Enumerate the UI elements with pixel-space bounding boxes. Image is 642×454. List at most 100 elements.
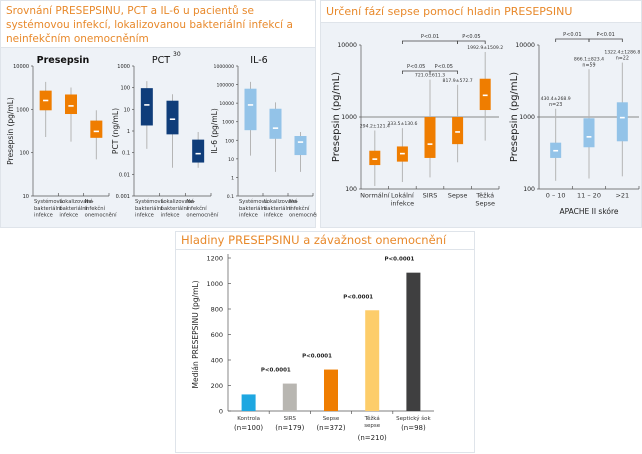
- y-axis-label: IL-6 (pg/mL): [210, 108, 219, 154]
- x-category-label: Lokalizovaná: [59, 198, 93, 205]
- sepsis-phase-panel: Určení fází sepse pomocí hladin PRESEPSI…: [320, 0, 642, 228]
- y-tick-label: 100000: [216, 83, 234, 89]
- box-iqr: [616, 102, 628, 142]
- y-tick-label: 1000000: [214, 64, 235, 70]
- y-axis-label: Presepsin (pg/mL): [331, 72, 342, 162]
- box-iqr: [166, 100, 179, 135]
- x-category-label: bakteriální: [34, 205, 62, 212]
- y-tick-label: 1000: [206, 280, 223, 288]
- y-tick-label: 1000: [117, 64, 130, 70]
- y-tick-label: 200: [211, 382, 223, 390]
- y-tick-label: 100: [523, 186, 535, 193]
- x-category-label: bakteriální: [161, 205, 189, 212]
- x-category-label: Těžká: [475, 192, 494, 200]
- chart-title-presepsin: Presepsin: [37, 55, 90, 66]
- y-tick-label: 10000: [337, 42, 357, 49]
- x-category-label: infekce: [34, 213, 53, 219]
- bar: [324, 369, 338, 411]
- comparison-panel-title: Srovnání PRESEPSINU, PCT a IL-6 u pacien…: [1, 1, 315, 48]
- x-category-label: sepse: [364, 423, 381, 429]
- n-label: (n=100): [234, 424, 263, 432]
- y-tick-label: 0: [219, 408, 223, 416]
- x-category-label: Sepse: [475, 200, 495, 208]
- x-category-label: bakteriální: [239, 205, 267, 212]
- mean-sd-annotation: 333.5±130.6: [387, 121, 417, 127]
- p-value-label: P<0.0001: [343, 294, 373, 300]
- x-category-label: Lokální: [391, 192, 414, 200]
- y-tick-label: 1000: [16, 107, 29, 113]
- significance-bracket: [429, 70, 458, 74]
- severity-bar-chart: 0 200 400 600 800 1000 1200 Kontrola (n=100) P<0.…: [191, 254, 434, 442]
- significance-label: P<0.05: [407, 64, 425, 70]
- x-category-label: infekce: [135, 213, 154, 219]
- x-category-label: Lokalizovaná: [161, 198, 195, 205]
- x-category-label: infekční: [85, 205, 106, 212]
- y-axis-label: Presepsin (pg/mL): [509, 72, 520, 162]
- x-axis-label: APACHE II skóre: [559, 207, 618, 216]
- x-category-label: Systémová: [34, 198, 63, 205]
- x-category-label: Těžká: [364, 415, 380, 422]
- chart-title-pct: PCT: [152, 55, 170, 66]
- box-iqr: [583, 118, 595, 148]
- x-category-label: bakteriální: [264, 205, 292, 212]
- box-iqr: [244, 88, 257, 131]
- box-iqr: [65, 94, 77, 115]
- mean-sd-annotation: 294.2±121.4: [360, 123, 390, 129]
- y-tick-label: 800: [211, 306, 223, 314]
- severity-panel-title: Hladiny PRESEPSINU a závažnost onemocněn…: [176, 232, 474, 250]
- box-iqr: [192, 139, 205, 163]
- x-category-label: Normální: [360, 192, 390, 200]
- box-iqr: [369, 150, 381, 166]
- x-category-label: infekce: [264, 213, 283, 219]
- mean-sd-annotation: 721.0±611.3: [415, 73, 445, 79]
- mean-sd-annotation: 430.4±268.9: [541, 96, 571, 102]
- significance-label: P<0.01: [421, 34, 439, 40]
- mean-sd-annotation: 866.1±823.4: [574, 56, 604, 62]
- x-category-label: bakteriální: [59, 205, 87, 212]
- chart-title-il6: IL-6: [250, 55, 267, 66]
- y-tick-label: 10000: [219, 101, 234, 107]
- comparison-panel: Srovnání PRESEPSINU, PCT a IL-6 u pacien…: [0, 0, 317, 228]
- x-category-label: onemocnění: [85, 212, 117, 219]
- y-tick-label: 100: [345, 186, 357, 193]
- x-category-label: Ne-: [186, 199, 195, 205]
- n-annotation: n=59: [582, 62, 595, 68]
- x-category-label: onemocnění: [289, 212, 317, 219]
- x-category-label: infekce: [161, 213, 180, 219]
- x-category-label: SIRS: [284, 416, 297, 422]
- box-iqr: [424, 117, 436, 158]
- y-tick-label: 400: [211, 357, 223, 365]
- x-category-label: Ne-: [289, 199, 298, 205]
- y-tick-label: 100: [120, 86, 130, 92]
- y-axis-label: Presepsin (pg/mL): [6, 97, 15, 165]
- significance-bracket: [555, 38, 590, 42]
- x-category-label: 11 – 20: [577, 192, 601, 200]
- y-tick-label: 10: [228, 157, 234, 163]
- y-tick-label: 10: [124, 107, 130, 113]
- y-axis-label: PCT (ng/mL): [111, 108, 120, 154]
- box-iqr: [452, 117, 464, 145]
- x-category-label: infekce: [239, 213, 258, 219]
- mean-sd-annotation: 1992.9±1509.2: [467, 45, 503, 51]
- n-label: (n=210): [358, 434, 387, 442]
- n-annotation: n=22: [616, 56, 629, 62]
- x-category-label: infekce: [59, 213, 78, 219]
- p-value-label: P<0.0001: [384, 257, 414, 263]
- y-axis-label: Medián PRESEPSINU (pg/mL): [191, 280, 200, 388]
- x-category-label: 0 – 10: [546, 192, 566, 200]
- mean-sd-annotation: 817.9±572.7: [443, 78, 473, 84]
- y-tick-label: 1000: [341, 114, 357, 121]
- significance-bracket: [588, 38, 623, 42]
- x-category-label: onemocnění: [186, 212, 218, 219]
- n-annotation: n=23: [549, 102, 562, 108]
- significance-label: P<0.01: [596, 32, 614, 38]
- x-category-label: infekce: [391, 200, 415, 208]
- y-tick-label: 1: [231, 175, 234, 181]
- significance-label: P<0.01: [563, 32, 581, 38]
- y-tick-label: 600: [211, 331, 223, 339]
- p-value-label: P<0.0001: [302, 354, 332, 360]
- box-iqr: [90, 120, 103, 138]
- x-category-label: Sepse: [448, 192, 468, 200]
- box-iqr: [269, 108, 282, 139]
